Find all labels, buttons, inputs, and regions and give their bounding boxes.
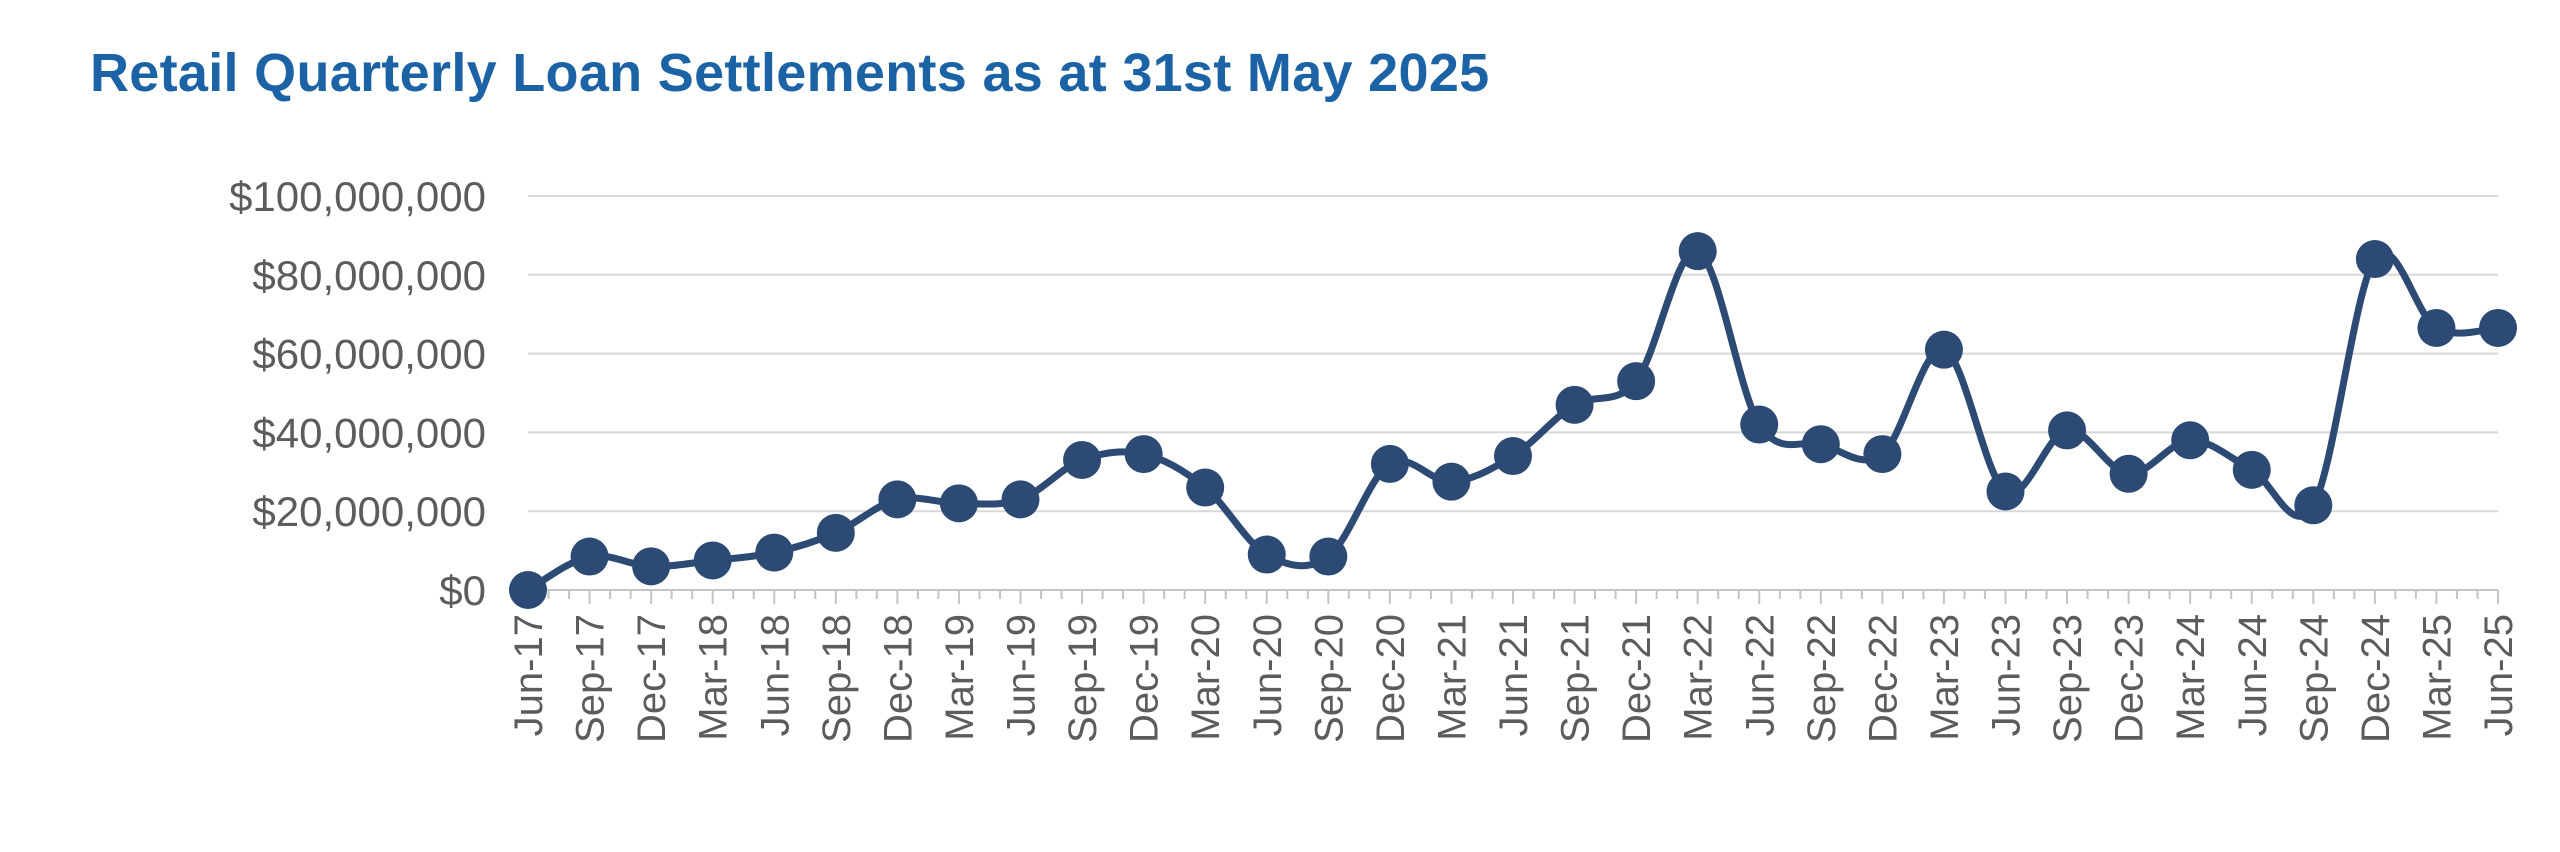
x-tick-label: Mar-23 [1923,614,1967,741]
data-point [2048,411,2087,450]
data-point [1186,468,1225,507]
data-point [1863,435,1902,474]
data-point [1063,440,1102,479]
data-point [570,537,609,576]
data-point [1370,444,1409,483]
x-tick-label: Jun-20 [1246,614,1290,736]
data-point [509,571,547,609]
data-point [2171,421,2210,460]
x-tick-label: Sep-21 [1554,614,1598,743]
y-tick-label: $0 [439,567,486,614]
x-tick-label: Sep-23 [2046,614,2090,743]
data-point [1432,462,1471,501]
data-point [1001,480,1040,519]
y-axis: $0 $20,000,000 $40,000,000 $60,000,000 $80,0… [229,173,486,614]
data-point [2417,308,2456,347]
data-point [755,533,794,572]
x-tick-label: Jun-25 [2477,614,2521,736]
x-tick-label: Sep-17 [569,614,613,743]
x-tick-label: Sep-20 [1307,614,1351,743]
x-tick-label: Mar-24 [2169,614,2213,741]
chart-title: Retail Quarterly Loan Settlements as at … [90,43,1490,103]
series [509,232,2517,609]
x-tick-label: Mar-18 [692,614,736,741]
x-tick-label: Jun-21 [1492,614,1536,736]
data-point [2355,240,2394,279]
x-tick-label: Jun-23 [1985,614,2029,736]
x-tick-label: Dec-21 [1615,614,1659,743]
data-point [816,513,855,552]
data-point [2294,486,2333,525]
x-tick-label: Mar-20 [1184,614,1228,741]
data-point [1740,405,1779,444]
x-tick-label: Dec-23 [2108,614,2152,743]
data-point [1924,330,1963,369]
data-point [693,541,732,580]
x-tick-label: Sep-22 [1800,614,1844,743]
data-point [1124,435,1163,474]
x-tick-label: Mar-21 [1430,614,1474,741]
data-point [2479,308,2517,347]
x-tick-label: Dec-24 [2354,614,2398,743]
y-tick-label: $80,000,000 [252,252,486,299]
data-point [1494,437,1532,476]
y-tick-label: $20,000,000 [252,488,486,535]
x-tick-label: Mar-19 [938,614,982,741]
x-tick-label: Mar-22 [1677,614,1721,741]
data-point [1801,425,1840,464]
x-tick-label: Sep-18 [815,614,859,743]
x-tick-label: Sep-19 [1061,614,1105,743]
y-tick-label: $100,000,000 [229,173,486,220]
data-point [1555,385,1594,424]
x-tick-label: Jun-24 [2231,614,2275,736]
x-tick-label: Mar-25 [2415,614,2459,741]
data-point [2232,450,2271,489]
data-point [1247,535,1286,574]
data-point [1309,537,1348,576]
data-point [878,480,917,519]
x-tick-label: Jun-19 [1000,614,1044,736]
data-point [939,484,978,523]
y-tick-label: $40,000,000 [252,409,486,456]
data-point [1678,232,1717,271]
data-point [2109,454,2148,493]
data-point [632,547,671,586]
x-tick-label: Dec-18 [876,614,920,743]
x-tick-label: Sep-24 [2292,614,2336,743]
x-axis [527,589,2499,604]
x-tick-label: Jun-18 [753,614,797,736]
data-point [1617,362,1656,401]
x-tick-label: Jun-17 [507,614,551,736]
x-tick-label: Dec-19 [1123,614,1167,743]
gridlines [528,195,2498,513]
x-tick-label: Dec-20 [1369,614,1413,743]
y-tick-label: $60,000,000 [252,331,486,378]
x-tick-label: Jun-22 [1738,614,1782,736]
data-point [1986,472,2025,511]
x-tick-labels: Jun-17 Sep-17 Dec-17 Mar-18 Jun-18 Sep-18 Dec-… [507,614,2521,743]
x-tick-label: Dec-17 [630,614,674,743]
x-tick-label: Dec-22 [1861,614,1905,743]
